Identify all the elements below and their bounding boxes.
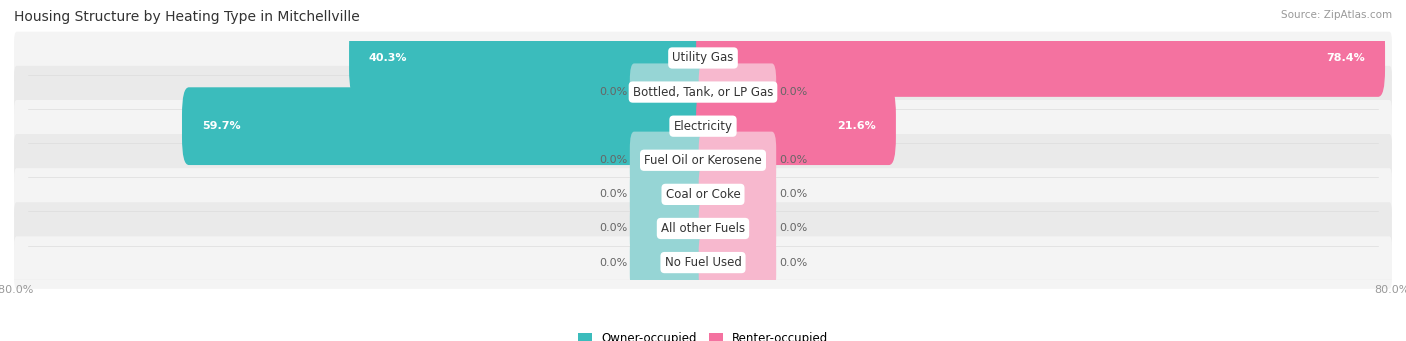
FancyBboxPatch shape	[699, 166, 776, 223]
Text: 21.6%: 21.6%	[838, 121, 876, 131]
Text: 78.4%: 78.4%	[1326, 53, 1365, 63]
FancyBboxPatch shape	[14, 100, 1392, 152]
Legend: Owner-occupied, Renter-occupied: Owner-occupied, Renter-occupied	[572, 328, 834, 341]
Text: No Fuel Used: No Fuel Used	[665, 256, 741, 269]
Text: Electricity: Electricity	[673, 120, 733, 133]
FancyBboxPatch shape	[699, 63, 776, 121]
FancyBboxPatch shape	[699, 200, 776, 257]
Text: 59.7%: 59.7%	[202, 121, 240, 131]
Text: 0.0%: 0.0%	[779, 87, 807, 97]
Text: All other Fuels: All other Fuels	[661, 222, 745, 235]
Text: Source: ZipAtlas.com: Source: ZipAtlas.com	[1281, 10, 1392, 20]
FancyBboxPatch shape	[699, 132, 776, 189]
Text: Housing Structure by Heating Type in Mitchellville: Housing Structure by Heating Type in Mit…	[14, 10, 360, 24]
Text: 40.3%: 40.3%	[368, 53, 408, 63]
FancyBboxPatch shape	[630, 166, 707, 223]
FancyBboxPatch shape	[630, 234, 707, 291]
Text: 0.0%: 0.0%	[779, 223, 807, 234]
FancyBboxPatch shape	[14, 134, 1392, 187]
Text: 0.0%: 0.0%	[779, 257, 807, 268]
FancyBboxPatch shape	[349, 19, 710, 97]
Text: 0.0%: 0.0%	[599, 223, 627, 234]
Text: Utility Gas: Utility Gas	[672, 51, 734, 64]
FancyBboxPatch shape	[630, 200, 707, 257]
Text: 0.0%: 0.0%	[599, 257, 627, 268]
FancyBboxPatch shape	[14, 202, 1392, 255]
FancyBboxPatch shape	[630, 63, 707, 121]
FancyBboxPatch shape	[14, 168, 1392, 221]
Text: 0.0%: 0.0%	[599, 155, 627, 165]
FancyBboxPatch shape	[14, 236, 1392, 289]
FancyBboxPatch shape	[696, 87, 896, 165]
FancyBboxPatch shape	[14, 66, 1392, 118]
Text: 0.0%: 0.0%	[779, 155, 807, 165]
Text: Coal or Coke: Coal or Coke	[665, 188, 741, 201]
Text: 0.0%: 0.0%	[599, 87, 627, 97]
Text: 0.0%: 0.0%	[779, 189, 807, 199]
FancyBboxPatch shape	[699, 234, 776, 291]
FancyBboxPatch shape	[696, 19, 1385, 97]
Text: Bottled, Tank, or LP Gas: Bottled, Tank, or LP Gas	[633, 86, 773, 99]
Text: 0.0%: 0.0%	[599, 189, 627, 199]
FancyBboxPatch shape	[181, 87, 710, 165]
Text: Fuel Oil or Kerosene: Fuel Oil or Kerosene	[644, 154, 762, 167]
FancyBboxPatch shape	[630, 132, 707, 189]
FancyBboxPatch shape	[14, 32, 1392, 84]
